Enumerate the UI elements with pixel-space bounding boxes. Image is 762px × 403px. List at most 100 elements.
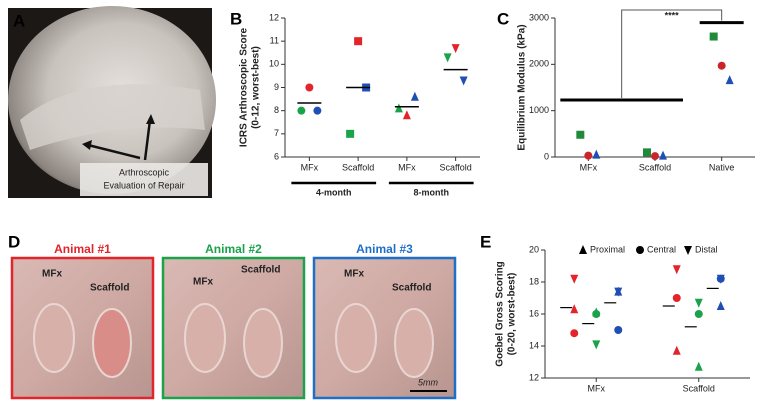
point (354, 37, 363, 46)
y-tick-label: 3000 (529, 12, 549, 22)
y-tick-label: 12 (269, 12, 279, 22)
point (570, 304, 579, 314)
point (717, 61, 726, 70)
photo (10, 256, 155, 400)
defect (184, 303, 226, 373)
y-tick-label: 8 (274, 105, 279, 115)
point (672, 294, 681, 302)
point (576, 130, 585, 139)
y-tick-label: 10 (269, 59, 279, 69)
defect (92, 308, 132, 378)
point (313, 106, 322, 115)
y-tick-label: 0 (544, 151, 549, 161)
point (346, 129, 355, 138)
site-label: MFx (193, 277, 213, 288)
y-axis-label: Equilibrium Modulus (kPa) (517, 24, 528, 150)
legend-label: Proximal (590, 244, 625, 254)
site-label: Scaffold (90, 283, 129, 294)
point (459, 76, 468, 86)
point (451, 44, 460, 54)
y-tick-label: 14 (529, 340, 539, 350)
point (443, 53, 452, 63)
point (694, 310, 703, 318)
legend-label: Central (647, 244, 676, 254)
point (570, 274, 579, 284)
animal-title: Animal #3 (356, 242, 413, 256)
caption: Evaluation of Repair (103, 180, 184, 190)
y-tick-label: 2000 (529, 59, 549, 69)
legend-label: Distal (695, 244, 718, 254)
animal-title: Animal #2 (205, 242, 262, 256)
point (305, 83, 314, 92)
x-tick-label: MFx (301, 162, 319, 172)
significance: **** (665, 10, 680, 20)
y-tick-label: 18 (529, 276, 539, 286)
panel-letter: C (497, 9, 509, 28)
site-label: MFx (344, 269, 364, 280)
point (709, 32, 718, 41)
x-tick-label: MFx (398, 162, 416, 172)
y-tick-label: 20 (529, 244, 539, 254)
point (592, 310, 601, 318)
x-tick-label: Native (709, 162, 735, 172)
point (570, 329, 579, 338)
point (584, 151, 593, 160)
x-tick-label: Scaffold (639, 162, 671, 172)
point (684, 246, 692, 255)
point (659, 150, 667, 160)
defect (394, 308, 434, 378)
caption: Arthroscopic (119, 167, 170, 177)
point (614, 326, 623, 334)
point (592, 149, 601, 159)
photo (161, 256, 306, 400)
y-tick-label: 6 (274, 151, 279, 161)
point (694, 361, 703, 371)
caption-box (80, 163, 208, 196)
point (402, 110, 411, 120)
cartilage (20, 84, 205, 150)
arrow (87, 143, 141, 160)
x-tick-label: Scaffold (439, 162, 471, 172)
significance-bracket (621, 9, 723, 99)
point (672, 265, 681, 275)
y-tick-label: 12 (529, 372, 539, 382)
panel-letter: A (13, 11, 25, 30)
panel-letter: E (480, 232, 491, 251)
point (725, 75, 734, 85)
y-tick-label: 7 (274, 128, 279, 138)
defect (335, 303, 377, 373)
y-axis-label: ICRS Arthroscopic Score (239, 28, 250, 148)
y-tick-label: 11 (270, 36, 279, 46)
x-tick-label: Scaffold (683, 383, 715, 393)
x-tick-label: MFx (580, 162, 598, 172)
point (716, 301, 725, 310)
point (410, 91, 419, 101)
panel-letter: B (230, 9, 242, 28)
point (636, 246, 644, 254)
point (651, 152, 659, 161)
defect (243, 308, 283, 378)
group-label: 8-month (414, 187, 450, 197)
point (672, 345, 681, 355)
arrow (143, 119, 152, 161)
y-tick-label: 16 (529, 308, 539, 318)
arrowhead (146, 114, 155, 124)
point (643, 148, 651, 157)
x-tick-label: Scaffold (342, 162, 374, 172)
point (394, 103, 403, 113)
y-axis-label: (0-12, worst-best) (251, 46, 262, 129)
point (716, 274, 725, 284)
panel-letter: D (8, 232, 20, 251)
animal-title: Animal #1 (54, 242, 111, 256)
point (694, 298, 703, 308)
x-tick-label: MFx (588, 383, 606, 393)
site-label: MFx (42, 269, 62, 280)
y-tick-label: 1000 (529, 105, 549, 115)
defect (33, 303, 75, 373)
y-axis-label: (0-20, worst-best) (507, 273, 518, 356)
group-label: 4-month (316, 187, 352, 197)
point (297, 106, 306, 115)
scale-label: 5mm (418, 377, 439, 387)
point (592, 340, 601, 350)
y-tick-label: 9 (274, 82, 279, 92)
